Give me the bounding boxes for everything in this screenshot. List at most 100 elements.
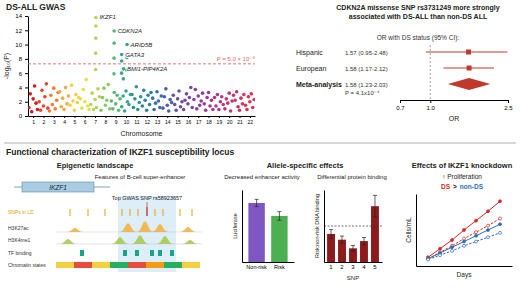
top-snp-pointer — [147, 202, 148, 207]
point — [102, 86, 106, 90]
snp-tick — [122, 209, 123, 216]
point — [101, 96, 105, 100]
tick-label: 14 — [15, 13, 22, 19]
tick: 18 — [206, 116, 212, 125]
tick-mark — [25, 59, 28, 60]
point — [241, 102, 245, 106]
chart-title: Effects of IKZF1 knockdown — [412, 161, 513, 170]
point — [176, 97, 180, 101]
snp-tick — [180, 209, 181, 216]
series-name: non-DS — [460, 183, 484, 190]
series-line — [428, 224, 500, 259]
point — [132, 106, 136, 110]
plot-area — [427, 200, 502, 261]
annotation: ARID5B — [130, 42, 153, 48]
point — [199, 99, 203, 103]
h3k4me1-peak — [153, 236, 177, 244]
series-name: DS — [441, 183, 451, 190]
tick-label: 7 — [94, 119, 97, 125]
point — [92, 108, 96, 112]
forest-chart: CDKN2A missense SNP rs3731249 more stron… — [296, 4, 513, 122]
chromatin-state — [146, 262, 164, 268]
reference-line — [324, 226, 382, 227]
point — [185, 92, 189, 96]
axis-line — [243, 262, 295, 263]
point — [186, 102, 190, 106]
point — [205, 96, 209, 100]
tick-label: 13 — [155, 119, 161, 125]
h3k27ac-peak — [63, 228, 87, 232]
tick: 2 — [340, 264, 344, 270]
data-label: 1.58 (1.17-2.12) — [345, 66, 388, 72]
point — [83, 100, 87, 104]
point — [48, 109, 52, 113]
chromatin-state — [182, 262, 200, 268]
tick-mark — [430, 100, 431, 103]
point — [251, 106, 255, 110]
point — [139, 95, 143, 99]
x-axis-title: OR — [449, 115, 460, 122]
tick: 9 — [115, 116, 118, 125]
y-axis-title: Luciferase — [232, 213, 238, 238]
manhattan-chart: DS-ALL GWAS02468101214123456789101112131… — [3, 2, 256, 137]
point — [125, 43, 129, 47]
point — [198, 103, 202, 107]
tick-label: 6 — [84, 119, 87, 125]
bar-chart: Decreased enhancer activityNon-riskRiskL… — [224, 174, 300, 270]
point — [94, 16, 98, 20]
point — [30, 110, 34, 114]
point — [451, 239, 454, 242]
point — [36, 108, 40, 112]
point — [163, 95, 167, 99]
track-label: H3K27ac — [8, 225, 29, 231]
point — [117, 108, 121, 112]
tick: 2.5 — [504, 100, 513, 111]
point — [121, 94, 125, 98]
tick-label: 11 — [134, 119, 139, 125]
tick-label: 5 — [74, 119, 77, 125]
chromatin-state — [128, 262, 146, 268]
tick: 4 — [63, 116, 66, 125]
tick: 8 — [104, 116, 107, 125]
point — [82, 88, 86, 92]
point — [229, 109, 233, 113]
point — [238, 108, 242, 112]
point — [42, 104, 46, 108]
tick-label: Risk — [274, 264, 285, 270]
point — [136, 108, 140, 112]
point — [40, 88, 44, 92]
error-bar — [329, 230, 333, 239]
tick: 14 — [165, 116, 171, 125]
highlight — [118, 196, 176, 272]
plot-area — [426, 45, 507, 100]
tick-label: 12 — [15, 28, 22, 34]
y-axis — [416, 195, 417, 267]
tick: 13 — [155, 116, 161, 125]
feature-label: Features of B-cell super-enhancer — [95, 174, 186, 180]
point — [112, 72, 116, 76]
point — [84, 78, 88, 82]
tick: 11 — [134, 116, 139, 125]
point — [221, 103, 225, 107]
point — [164, 87, 168, 91]
tick: 2 — [43, 116, 46, 125]
point — [99, 108, 103, 112]
error-bar — [277, 212, 281, 221]
tick-label: 3 — [53, 119, 56, 125]
point — [53, 107, 57, 111]
chromatin-state — [74, 262, 92, 268]
point — [487, 210, 490, 213]
h3k27ac-peak-baseline — [56, 232, 202, 233]
point — [249, 92, 253, 96]
tick-label: 21 — [237, 119, 243, 125]
h3k27ac-peak — [116, 223, 140, 232]
point — [499, 200, 502, 203]
point — [177, 89, 181, 93]
tick-label: 8 — [104, 119, 107, 125]
point — [146, 93, 150, 97]
point — [112, 91, 116, 95]
point — [196, 94, 200, 98]
chromatin-state — [110, 262, 128, 268]
point — [154, 101, 158, 105]
point — [179, 105, 183, 109]
